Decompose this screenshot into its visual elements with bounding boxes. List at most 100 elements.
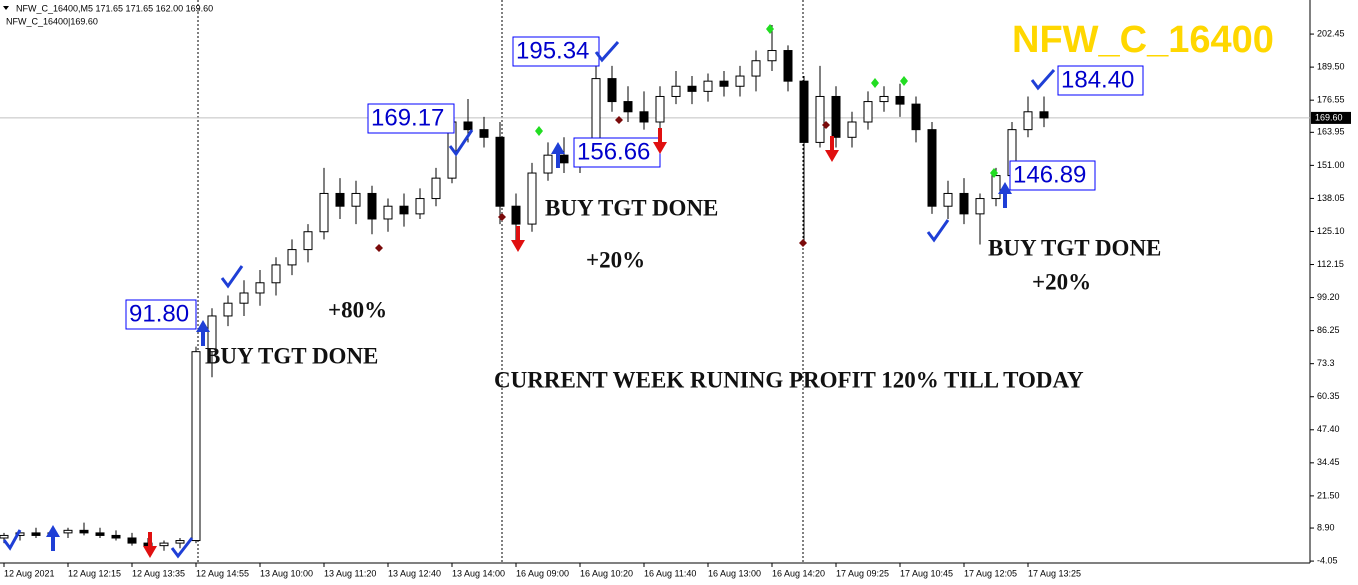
buy-arrows	[46, 142, 1012, 551]
checkmarks	[2, 41, 1056, 559]
subheader: NFW_C_16400|169.60	[6, 16, 98, 26]
candle-body	[639, 111, 649, 123]
y-tick-label: 189.50	[1317, 61, 1345, 71]
candle-body	[239, 292, 249, 304]
candle-body	[1039, 111, 1049, 119]
candle-body	[479, 129, 489, 138]
candle-body	[959, 192, 969, 215]
candle-body	[655, 95, 665, 123]
candle-body	[671, 85, 681, 97]
price-box	[512, 36, 600, 67]
y-tick-label: 73.3	[1317, 358, 1335, 368]
x-tick-label: 16 Aug 10:20	[580, 568, 633, 578]
x-tick-label: 13 Aug 14:00	[452, 568, 505, 578]
y-tick-label: 34.45	[1317, 457, 1340, 467]
x-tick-label: 12 Aug 12:15	[68, 568, 121, 578]
candle-body	[927, 129, 937, 207]
candle-body	[783, 50, 793, 82]
candle-body	[31, 532, 41, 536]
candle-body	[607, 78, 617, 103]
y-tick-label: 60.35	[1317, 391, 1340, 401]
y-tick-label: -4.05	[1317, 555, 1338, 565]
candle-body	[415, 198, 425, 215]
y-tick-label: 99.20	[1317, 292, 1340, 302]
price-label: 156.66	[577, 138, 650, 165]
candle-body	[799, 80, 809, 143]
note: BUY TGT DONE	[545, 195, 718, 220]
dot	[799, 239, 807, 247]
price-label: 91.80	[129, 300, 189, 327]
candle-body	[399, 205, 409, 215]
candle-body	[255, 282, 265, 294]
y-tick-label: 86.25	[1317, 325, 1340, 335]
buy-arrow	[551, 142, 565, 168]
candle-body	[319, 192, 329, 233]
x-tick-label: 16 Aug 09:00	[516, 568, 569, 578]
dot	[990, 168, 998, 178]
price-box	[367, 103, 455, 134]
checkmark	[2, 529, 22, 551]
dot	[766, 24, 774, 34]
price-label: 146.89	[1013, 161, 1086, 188]
candle-body	[975, 198, 985, 215]
candle-body	[303, 231, 313, 251]
checkmark	[220, 265, 244, 289]
dot	[535, 126, 543, 136]
price-label: 169.17	[371, 104, 444, 131]
candle-body	[863, 101, 873, 123]
dot	[871, 78, 879, 88]
sell-arrow	[143, 532, 157, 558]
candle-body	[127, 537, 137, 544]
price-box	[573, 137, 661, 168]
buy-arrow	[196, 320, 210, 346]
candle-body	[207, 315, 217, 353]
checkmark	[926, 219, 950, 243]
candle-body	[527, 172, 537, 225]
candle-body	[511, 205, 521, 225]
x-tick-label: 13 Aug 12:40	[388, 568, 441, 578]
candle-body	[191, 351, 201, 542]
dot	[615, 116, 623, 124]
candle-body	[623, 101, 633, 113]
note: BUY TGT DONE	[205, 343, 378, 368]
signal-icons	[2, 24, 1056, 559]
checkmark	[170, 537, 194, 559]
x-tick-label: 17 Aug 13:25	[1028, 568, 1081, 578]
sell-arrow	[653, 128, 667, 154]
watermark-title: NFW_C_16400	[1012, 19, 1274, 61]
x-tick-label: 16 Aug 11:40	[644, 568, 696, 578]
checkmark	[594, 41, 620, 63]
note: BUY TGT DONE	[988, 235, 1161, 260]
candle-body	[495, 136, 505, 207]
candle-body	[0, 534, 9, 539]
price-box	[125, 299, 197, 330]
price-label: 195.34	[516, 37, 589, 64]
candle-body	[991, 175, 1001, 200]
candle-body	[95, 532, 105, 536]
candle-body	[383, 205, 393, 220]
x-tick-label: 16 Aug 14:20	[772, 568, 825, 578]
candle-body	[335, 192, 345, 207]
candle-body	[815, 95, 825, 143]
candle-body	[223, 302, 233, 317]
x-tick-label: 17 Aug 09:25	[836, 568, 889, 578]
candle-body	[175, 540, 185, 544]
y-tick-label: 125.10	[1317, 226, 1345, 236]
candle-body	[431, 177, 441, 200]
checkmark	[1030, 69, 1056, 91]
candle-body	[63, 529, 73, 534]
y-tick-label: 176.55	[1317, 95, 1345, 105]
dot	[498, 213, 506, 221]
candle-body	[367, 192, 377, 220]
red-dots	[375, 116, 830, 252]
dot	[375, 244, 383, 252]
candle-body	[831, 95, 841, 138]
menu-triangle	[3, 6, 9, 10]
candle-body	[159, 542, 169, 547]
x-tick-label: 13 Aug 10:00	[260, 568, 313, 578]
candle-body	[911, 103, 921, 131]
note: CURRENT WEEK RUNING PROFIT 120% TILL TOD…	[494, 367, 1084, 392]
